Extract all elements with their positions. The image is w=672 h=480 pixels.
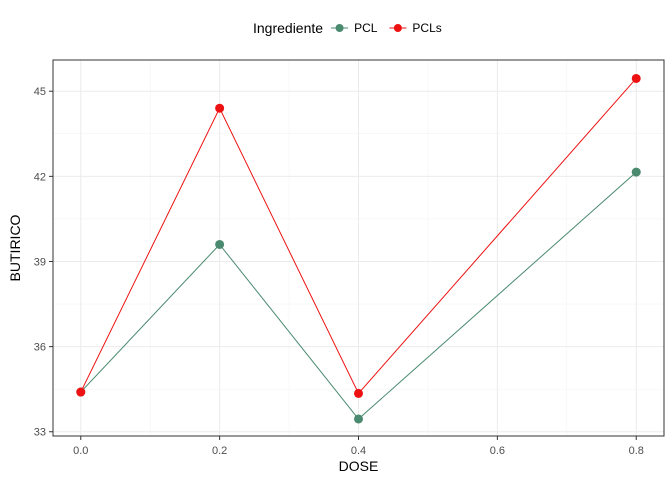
data-point-pcl — [354, 414, 363, 424]
y-tick-label: 39 — [34, 256, 46, 268]
legend-key-point-pcls — [393, 24, 402, 32]
y-tick-label: 42 — [34, 171, 46, 183]
y-tick-label: 45 — [34, 86, 46, 98]
x-tick-label: 0.6 — [490, 445, 505, 457]
data-point-pcls — [354, 388, 363, 398]
x-axis: 0.0 0.2 0.4 0.6 0.8 — [73, 436, 644, 457]
x-tick-label: 0.2 — [212, 445, 227, 457]
x-tick-label: 0.8 — [629, 445, 644, 457]
series-points — [76, 73, 641, 424]
series-line-pcls — [80, 78, 637, 395]
legend-title: Ingrediente — [253, 20, 323, 36]
y-tick-label: 36 — [34, 342, 46, 354]
data-point-pcls — [215, 103, 225, 113]
legend: Ingrediente PCL PCLs — [253, 20, 442, 36]
grid — [53, 60, 664, 436]
y-axis: 33 36 39 42 45 — [34, 86, 53, 439]
x-axis-title: DOSE — [339, 458, 379, 474]
data-point-pcls — [76, 387, 86, 397]
data-point-pcl — [631, 167, 641, 177]
legend-label-pcl: PCL — [354, 21, 378, 35]
x-tick-label: 0.0 — [73, 445, 88, 457]
series-lines — [80, 78, 637, 420]
data-point-pcls — [631, 73, 641, 83]
x-tick-label: 0.4 — [351, 445, 366, 457]
series-line-pcl — [80, 171, 637, 420]
y-tick-label: 33 — [34, 427, 46, 439]
y-axis-title: BUTIRICO — [7, 214, 23, 281]
legend-label-pcls: PCLs — [412, 21, 441, 35]
legend-key-point-pcl — [335, 24, 344, 32]
data-point-pcl — [215, 239, 225, 249]
